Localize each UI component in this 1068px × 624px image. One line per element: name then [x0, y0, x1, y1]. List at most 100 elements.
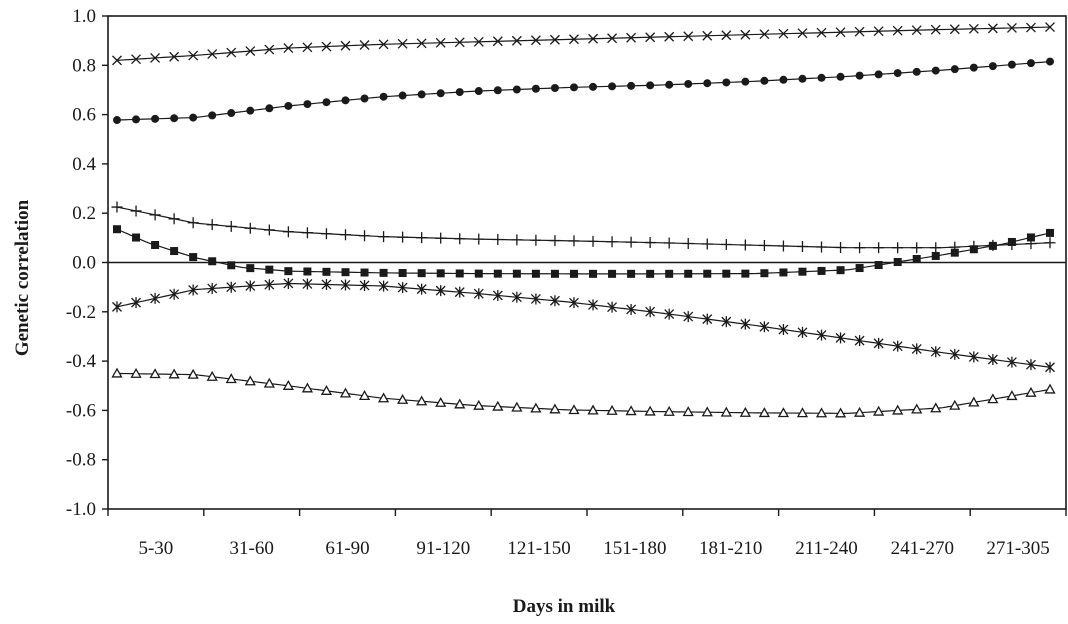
- data-point-marker: [131, 54, 142, 65]
- data-point-marker: [722, 269, 731, 278]
- series-layer: [111, 22, 1056, 418]
- data-point-marker: [645, 306, 656, 318]
- data-point-marker: [778, 28, 789, 39]
- data-point-marker: [779, 75, 788, 84]
- data-point-marker: [549, 403, 561, 414]
- series-6: [111, 367, 1056, 418]
- data-point-marker: [836, 72, 845, 81]
- data-point-marker: [701, 406, 713, 417]
- y-axis-ticks: 1.0 0.8 0.6 0.4 0.2 0.0 -0.2 -0.4 -0.6 -0.8 -1.0: [66, 6, 108, 520]
- data-point-marker: [988, 62, 997, 71]
- data-point-marker: [322, 98, 331, 107]
- data-point-marker: [569, 269, 578, 278]
- data-point-marker: [702, 30, 713, 41]
- y-tick-label: 1.0: [72, 6, 96, 27]
- data-point-marker: [568, 404, 580, 415]
- data-point-marker: [665, 80, 674, 89]
- data-point-marker: [608, 269, 617, 278]
- data-point-marker: [569, 83, 578, 92]
- data-point-marker: [950, 65, 959, 74]
- data-point-marker: [320, 384, 333, 395]
- data-point-marker: [607, 33, 618, 44]
- y-tick-label: -1.0: [66, 499, 96, 520]
- x-tick-label: 91-120: [416, 538, 470, 559]
- data-point-marker: [1045, 22, 1055, 33]
- data-point-marker: [664, 31, 675, 42]
- data-point-marker: [969, 245, 978, 254]
- data-point-marker: [741, 77, 750, 86]
- data-point-marker: [968, 23, 979, 34]
- data-point-marker: [340, 40, 351, 51]
- data-point-marker: [530, 234, 542, 246]
- y-tick-label: -0.2: [66, 302, 96, 323]
- data-point-marker: [246, 264, 255, 273]
- data-point-marker: [303, 267, 312, 276]
- data-point-marker: [378, 231, 390, 243]
- data-point-marker: [112, 301, 122, 313]
- data-point-marker: [207, 49, 218, 60]
- data-point-marker: [626, 303, 637, 315]
- data-point-marker: [835, 242, 847, 254]
- data-point-marker: [683, 31, 694, 42]
- data-point-marker: [1007, 60, 1016, 69]
- data-point-marker: [435, 232, 447, 244]
- data-point-marker: [549, 295, 560, 307]
- data-point-marker: [284, 101, 293, 110]
- data-point-marker: [263, 377, 275, 388]
- data-point-marker: [796, 241, 808, 253]
- series-line: [116, 26, 1051, 61]
- data-point-marker: [302, 278, 313, 290]
- data-point-marker: [130, 367, 142, 378]
- data-point-marker: [741, 269, 750, 278]
- data-point-marker: [265, 265, 274, 274]
- y-tick-label: 0.6: [72, 105, 96, 126]
- data-point-marker: [282, 379, 294, 390]
- data-point-marker: [265, 104, 274, 113]
- data-point-marker: [893, 69, 902, 78]
- x-tick-label: 5-30: [138, 538, 173, 559]
- data-point-marker: [797, 326, 808, 338]
- data-point-marker: [322, 267, 331, 276]
- data-point-marker: [682, 406, 694, 417]
- data-point-marker: [169, 288, 180, 300]
- data-point-marker: [132, 115, 141, 124]
- data-point-marker: [416, 38, 427, 49]
- data-point-marker: [606, 404, 618, 415]
- data-point-marker: [949, 24, 960, 35]
- data-point-marker: [912, 254, 921, 263]
- data-point-marker: [303, 100, 312, 109]
- data-point-marker: [206, 219, 218, 231]
- series-5: [112, 277, 1055, 373]
- data-point-marker: [208, 257, 217, 266]
- series-line: [116, 61, 1051, 121]
- y-tick-label: 0.4: [72, 154, 96, 175]
- y-tick-label: 0.2: [72, 203, 96, 224]
- data-point-marker: [703, 269, 712, 278]
- data-point-marker: [1025, 386, 1037, 397]
- data-point-marker: [968, 351, 979, 363]
- x-axis-ticks: 5-30 31-60 61-90 91-120 121-150 151-180 181-21…: [107, 509, 1067, 559]
- data-point-marker: [759, 321, 770, 333]
- data-point-marker: [988, 241, 997, 250]
- data-point-marker: [416, 283, 427, 295]
- x-tick-label: 271-305: [986, 538, 1049, 559]
- plot-frame: [107, 15, 1067, 510]
- data-point-marker: [873, 337, 884, 349]
- data-point-marker: [816, 241, 828, 253]
- y-tick-label: 0.0: [72, 253, 96, 274]
- data-point-marker: [398, 91, 407, 100]
- data-point-marker: [702, 313, 713, 325]
- data-point-marker: [949, 348, 960, 360]
- data-point-marker: [358, 390, 371, 401]
- data-point-marker: [360, 268, 369, 277]
- data-point-marker: [778, 324, 789, 336]
- data-point-marker: [168, 368, 180, 379]
- data-point-marker: [339, 387, 352, 398]
- data-point-marker: [739, 406, 751, 417]
- data-point-marker: [684, 269, 693, 278]
- data-point-marker: [511, 401, 523, 412]
- data-point-marker: [969, 63, 978, 72]
- data-point-marker: [263, 224, 275, 236]
- x-tick-label: 181-210: [699, 538, 762, 559]
- series-1: [112, 22, 1055, 66]
